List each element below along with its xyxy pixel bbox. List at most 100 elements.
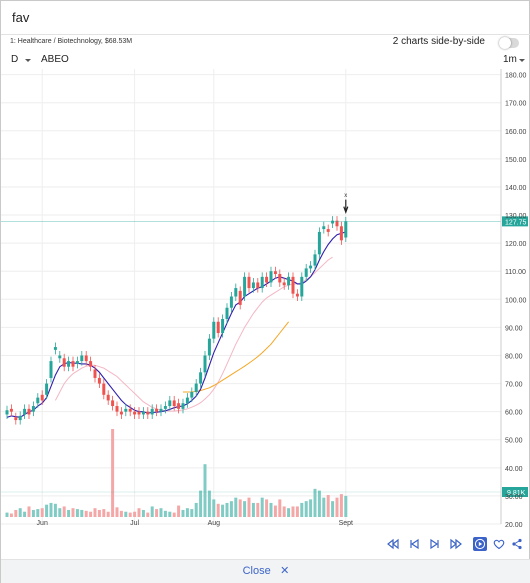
volume-bar: [203, 464, 207, 517]
step-back-icon[interactable]: [407, 537, 421, 551]
candle-body: [102, 383, 106, 395]
y-tick-label: 130.00: [505, 213, 527, 220]
side-by-side-label: 2 charts side-by-side: [392, 36, 485, 47]
window-title: fav: [12, 10, 30, 25]
play-icon[interactable]: [473, 537, 487, 551]
candle-body: [265, 276, 269, 283]
volume-bar: [119, 510, 123, 517]
candle-body: [67, 361, 71, 367]
volume-tag: [502, 487, 528, 497]
toggle-knob[interactable]: [499, 37, 511, 49]
volume-bar: [234, 497, 238, 517]
candle-body: [36, 397, 40, 404]
candle-body: [344, 221, 348, 238]
candlesticks: [5, 216, 348, 425]
volume-bar: [141, 509, 145, 517]
event-marker-label: x: [344, 193, 347, 199]
candle-body: [97, 377, 101, 384]
volume-bar: [304, 501, 308, 517]
volume-bar: [115, 507, 119, 517]
candle-body: [212, 321, 216, 339]
candle-body: [106, 394, 110, 401]
volume-bar: [225, 502, 229, 517]
volume-bar: [155, 509, 159, 517]
candle-body: [190, 391, 194, 398]
candle-body: [53, 347, 57, 350]
range-chevron-down-icon[interactable]: [519, 59, 525, 62]
volume-bar: [75, 509, 79, 517]
price-axis: 20.00 30.00 40.00 50.00 60.00 70.00 80.00 90.00…: [37, 69, 527, 529]
volume-bar: [31, 509, 35, 517]
step-forward-icon[interactable]: [428, 537, 442, 551]
candle-body: [229, 296, 233, 308]
candle-body: [181, 403, 185, 409]
volume-bar: [287, 508, 291, 517]
candle-body: [84, 355, 88, 362]
y-tick-label: 120.00: [505, 241, 527, 248]
candle-body: [203, 355, 207, 373]
volume-bar: [190, 509, 194, 517]
candle-body: [313, 254, 317, 266]
close-button[interactable]: Close: [242, 565, 271, 577]
candle-body: [80, 355, 84, 362]
candle-body: [168, 400, 172, 407]
share-icon[interactable]: [510, 537, 524, 551]
candle-body: [93, 369, 97, 378]
y-tick-label: 80.00: [505, 353, 523, 360]
volume-bar: [172, 512, 176, 517]
volume-bar: [251, 502, 255, 517]
volume-bar: [40, 508, 44, 517]
volume-bar: [335, 497, 339, 517]
candle-body: [27, 408, 31, 415]
close-bar[interactable]: Close ✕: [1, 559, 530, 583]
interval-select[interactable]: D: [11, 54, 19, 65]
volume-bar: [150, 506, 154, 517]
candle-body: [137, 411, 141, 415]
price-chart[interactable]: 127.75 9.81K x 20.00 30.00 40.00 50.00 60.00 70…: [1, 69, 530, 529]
interval-chevron-down-icon[interactable]: [25, 59, 31, 62]
volume-bar: [49, 502, 53, 517]
close-icon[interactable]: ✕: [280, 565, 290, 577]
volume-bar: [216, 503, 220, 517]
symbol-input[interactable]: ABEO: [41, 54, 69, 65]
volume-bar: [27, 506, 31, 517]
y-tick-label: 100.00: [505, 297, 527, 304]
y-tick-label: 30.00: [505, 494, 523, 501]
price-chart-svg[interactable]: 127.75 9.81K x 20.00 30.00 40.00 50.00 60.00 70…: [1, 69, 530, 529]
candle-body: [243, 276, 247, 297]
volume-bar: [124, 511, 128, 517]
candle-body: [278, 274, 282, 283]
y-tick-label: 20.00: [505, 522, 523, 529]
volume-bar: [80, 509, 84, 517]
candle-body: [225, 307, 229, 319]
volume-bar: [146, 512, 150, 517]
volume-bar: [177, 505, 181, 517]
volume-bar: [265, 499, 269, 517]
ma-long-line: [183, 321, 289, 393]
candle-body: [304, 268, 308, 277]
skip-forward-icon[interactable]: [449, 537, 463, 551]
last-price-tag: [502, 216, 528, 227]
heart-icon[interactable]: [492, 537, 506, 551]
volume-bar: [331, 501, 335, 517]
side-by-side-toggle[interactable]: [499, 37, 519, 49]
candle-body: [49, 361, 53, 378]
volume-bar: [181, 509, 185, 517]
volume-bar: [199, 490, 203, 517]
volume-bar: [221, 504, 225, 517]
candle-body: [339, 226, 343, 241]
info-row: 1: Healthcare / Biotechnology, $68.53M 2…: [1, 35, 530, 51]
volume-bar: [300, 502, 304, 517]
volume-bar: [339, 494, 343, 517]
volume-bar: [14, 509, 18, 517]
volume-bar: [326, 495, 330, 517]
candle-body: [247, 276, 251, 289]
volume-bar: [309, 499, 313, 517]
candle-body: [238, 290, 242, 305]
skip-back-icon[interactable]: [386, 537, 400, 551]
range-select[interactable]: 1m: [503, 54, 517, 65]
candle-body: [317, 231, 321, 255]
volume-bar: [23, 511, 27, 517]
candle-body: [133, 411, 137, 415]
last-price-label: 127.75: [505, 219, 527, 226]
